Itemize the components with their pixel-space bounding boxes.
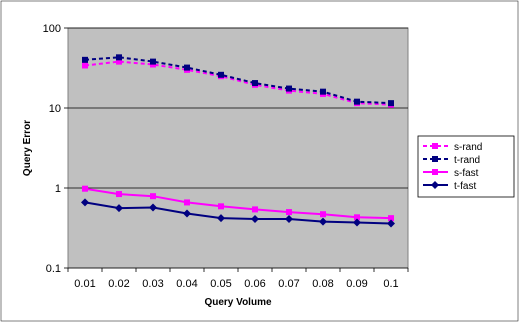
series-t-fast [81,198,395,228]
x-tick-label: 0.02 [108,278,129,290]
plot-area [67,27,409,269]
y-axis-title: Query Error [22,120,33,176]
y-tick-label: 1 [55,183,61,195]
data-point [218,203,224,210]
legend-marker [431,181,439,189]
legend-item-s-fast: s-fast [423,168,479,179]
data-point [82,62,88,69]
data-point [319,217,327,226]
legend: s-rand t-rand s-fast t-fast [417,135,515,198]
data-point [183,209,191,218]
x-tick-label: 0.05 [210,278,231,290]
x-tick-label: 0.07 [278,278,299,290]
data-point [116,54,122,61]
y-axis-ticks: 0.1 1 10 100 [43,23,68,275]
data-point [150,58,156,65]
legend-item-t-rand: t-rand [423,155,480,166]
data-point [354,98,360,105]
data-point [251,214,259,223]
data-point [184,199,190,206]
series-line-t-fast [84,201,392,225]
legend-marker [432,156,438,162]
legend-marker [432,169,438,175]
data-point [285,214,293,223]
series-line-t-rand [84,56,392,105]
legend-label: t-fast [454,181,476,192]
x-tick-label: 0.01 [74,278,95,290]
series-t-rand [82,54,394,107]
data-point [252,80,258,87]
data-point [286,209,292,216]
legend-marker [432,143,438,149]
data-point [387,219,395,228]
x-tick-label: 0.1 [383,278,398,290]
data-point [286,85,292,92]
data-point [150,193,156,200]
series-line-s-fast [84,187,392,220]
x-tick-label: 0.03 [142,278,163,290]
data-point [320,88,326,95]
data-point [82,185,88,192]
data-point [184,64,190,71]
data-point [388,100,394,107]
x-axis-ticks: 0.01 0.02 0.03 0.04 0.05 0.06 0.07 0.08 0.09 0.1 [67,268,409,290]
x-tick-label: 0.09 [346,278,367,290]
data-point [81,198,89,207]
data-point [320,211,326,218]
y-tick-label: 10 [49,103,61,115]
y-tick-label: 0.1 [46,263,61,275]
data-point [82,56,88,63]
data-point [116,191,122,198]
data-point [252,206,258,213]
data-point [149,203,157,212]
x-tick-label: 0.04 [176,278,197,290]
legend-item-s-rand: s-rand [423,142,482,153]
series-line-s-rand [84,60,392,106]
series-layer [81,54,395,228]
legend-label: s-fast [454,168,479,179]
legend-item-t-fast: t-fast [423,181,476,192]
series-s-fast [82,185,394,222]
data-point [217,214,225,223]
data-point [218,71,224,78]
x-axis-title: Query Volume [204,297,271,308]
x-tick-label: 0.06 [244,278,265,290]
data-point [354,214,360,221]
y-tick-label: 100 [43,23,61,35]
legend-label: t-rand [454,155,480,166]
data-point [115,204,123,213]
data-point [353,218,361,227]
data-point [388,215,394,222]
data-point [116,58,122,65]
x-tick-label: 0.08 [312,278,333,290]
legend-label: s-rand [454,142,482,153]
